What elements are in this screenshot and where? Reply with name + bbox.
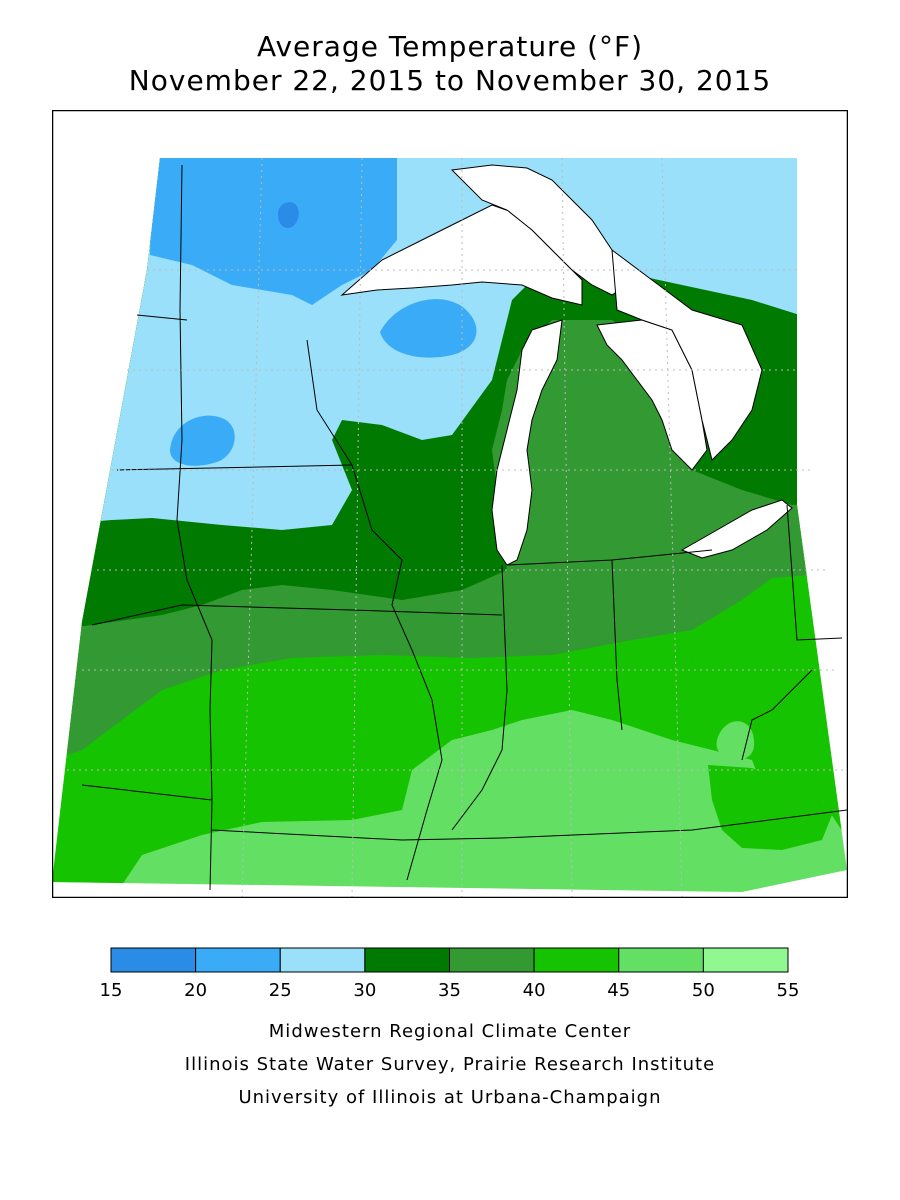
legend-swatch xyxy=(279,947,366,973)
legend-swatch xyxy=(702,947,789,973)
legend-tick-label: 45 xyxy=(607,980,630,1000)
map-title: Average Temperature (°F) xyxy=(256,30,644,63)
lake-erie xyxy=(680,499,793,559)
legend-swatch xyxy=(533,947,620,973)
temp-band-20-25 xyxy=(150,158,397,305)
legend-swatch xyxy=(110,947,197,973)
legend-tick-label: 25 xyxy=(269,980,292,1000)
legend-tick-label: 15 xyxy=(100,980,122,1000)
legend-swatch xyxy=(195,947,281,973)
lake-michigan xyxy=(491,319,563,566)
credit-uiuc: University of Illinois at Urbana-Champai… xyxy=(238,1087,662,1108)
temp-band-20-25-wisconsin xyxy=(380,299,477,358)
legend-tick-label: 50 xyxy=(692,980,715,1000)
temperature-map xyxy=(52,110,848,898)
map-subtitle: November 22, 2015 to November 30, 2015 xyxy=(128,64,772,97)
legend-tick-label: 30 xyxy=(353,980,376,1000)
temp-band-15-20 xyxy=(277,202,299,228)
legend-tick-label: 55 xyxy=(777,980,800,1000)
legend-tick-label: 35 xyxy=(438,980,461,1000)
credit-isws: Illinois State Water Survey, Prairie Res… xyxy=(184,1054,716,1075)
legend-swatch xyxy=(618,947,704,973)
color-legend: 15 20 25 30 35 40 45 50 55 xyxy=(100,947,800,1000)
legend-tick-label: 40 xyxy=(523,980,546,1000)
legend-tick-label: 20 xyxy=(184,980,207,1000)
credit-mrcc: Midwestern Regional Climate Center xyxy=(268,1021,632,1042)
temp-band-20-25-minnesota xyxy=(170,415,235,466)
graticule xyxy=(67,157,847,898)
temp-band-40-45-kentucky xyxy=(708,765,832,850)
legend-swatch xyxy=(449,947,535,973)
ontario-land xyxy=(611,248,763,461)
map-frame xyxy=(52,110,848,898)
legend-swatch xyxy=(364,947,450,973)
great-lakes xyxy=(340,164,793,566)
